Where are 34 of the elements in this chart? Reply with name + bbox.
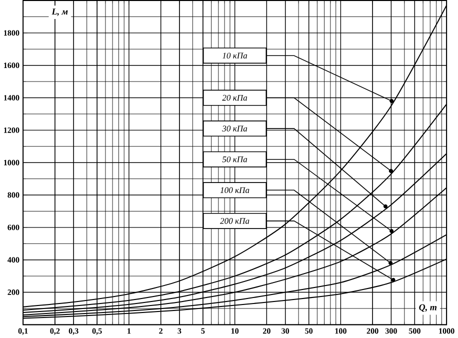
x-tick-label: 2 [159,328,162,334]
y-tick-label: 1400 [4,94,20,100]
x-tick-label: 1 [128,328,131,334]
x-tick-label: 100 [335,328,346,334]
y-tick-label: 800 [8,192,20,198]
x-tick-label: 500 [408,328,420,334]
x-tick-label: 10 [231,328,239,334]
y-tick-label: 1800 [4,30,20,36]
x-tick-label: 3 [178,328,182,334]
x-tick-label: 20 [262,328,270,334]
x-tick-label: 0,3 [68,328,78,335]
x-tick-label: 0,2 [50,328,60,335]
x-tick-label: 200 [366,328,378,334]
y-tick-label: 600 [8,224,20,230]
x-tick-label: 0,5 [92,328,102,335]
text: 50 кПа [222,156,248,162]
y-tick-label: 400 [8,257,20,262]
text: 100 кПа [220,187,250,193]
x-tick-label: 50 [305,328,313,334]
x-tick-label: 30 [282,328,290,334]
y-axis-title: L, м [52,8,68,16]
x-tick-label: 5 [201,328,205,334]
y-tick-label: 1600 [4,62,20,68]
x-tick-label: 300 [385,328,397,334]
x-axis-title: Q, т [419,304,437,312]
text: 20 кПа [222,94,248,101]
text: 30 кПа [222,126,248,132]
x-tick-label: 1000 [439,328,454,334]
y-tick-label: 200 [8,289,20,295]
y-tick-label: 1000 [4,160,20,166]
y-tick-label: 1200 [4,127,20,133]
x-tick-label: 0,1 [18,328,28,335]
text: 200 кПа [220,218,250,224]
text: 10 кПа [222,52,248,58]
